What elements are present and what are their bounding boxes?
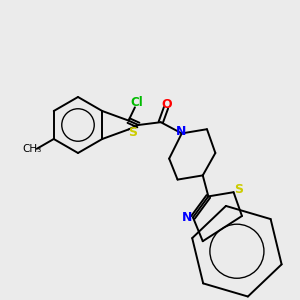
Text: CH₃: CH₃ — [22, 144, 41, 154]
Text: Cl: Cl — [130, 96, 143, 109]
Text: O: O — [162, 98, 172, 111]
Text: S: S — [128, 126, 137, 139]
Text: S: S — [234, 183, 243, 196]
Text: N: N — [182, 211, 192, 224]
Text: N: N — [176, 125, 186, 138]
